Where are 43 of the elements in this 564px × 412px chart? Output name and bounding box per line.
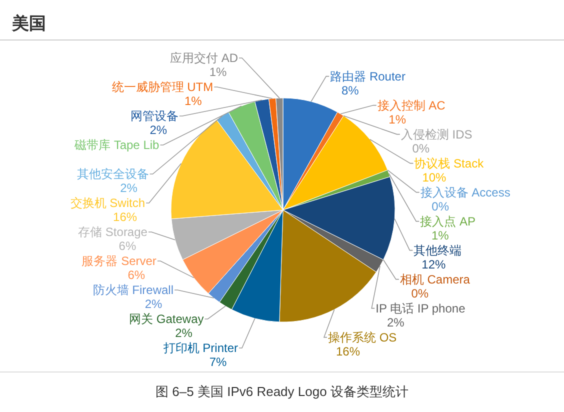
text: 0% <box>411 286 429 300</box>
data-label: 16% <box>113 210 138 224</box>
category-label: 入侵检测 IDS <box>400 127 472 142</box>
slice-label: 打印机 Printer <box>162 341 238 355</box>
data-label: 1% <box>184 94 202 108</box>
slice-label: 网管设备 <box>130 109 178 123</box>
slice-label: 应用交付 AD <box>170 51 238 65</box>
data-label: 2% <box>120 181 138 195</box>
slice-label: 接入控制 AC <box>377 98 446 112</box>
slice-label: 防火墙 Firewall <box>92 283 174 297</box>
slice-label: 交换机 Switch <box>70 196 146 210</box>
caption: 图 6–5 美国 IPv6 Ready Logo 设备类型统计 <box>156 384 408 399</box>
data-label: 7% <box>209 355 227 369</box>
slice-label: 其他安全设备 <box>76 167 149 181</box>
text: 0% <box>412 141 430 156</box>
chart-title: 美国 <box>11 14 46 33</box>
data-label: 6% <box>128 268 146 282</box>
slice-label: 路由器 Router <box>330 69 406 84</box>
text: 0% <box>432 199 449 214</box>
data-label: 16% <box>336 344 360 358</box>
category-label: 接入设备 Access <box>420 185 510 200</box>
data-label: 2% <box>144 297 163 311</box>
data-label: 2% <box>386 315 405 330</box>
data-label: 8% <box>341 83 360 98</box>
slice-label: 统一威胁管理 UTM <box>112 80 214 94</box>
slice-label: 接入点 AP <box>420 214 476 228</box>
slice-label: 磁带库 Tape Lib <box>74 138 160 152</box>
slice-label: 服务器 Server <box>82 254 156 268</box>
data-label: 2% <box>175 326 193 340</box>
data-label: 6% <box>118 239 136 253</box>
slice-label: 存储 Storage <box>78 225 148 239</box>
data-label: 10% <box>422 170 447 184</box>
slice-label: 协议栈 Stack <box>414 156 485 170</box>
slice-label: 其他终端 <box>414 243 462 258</box>
data-label: 12% <box>422 257 446 272</box>
slice-label: IP 电话 IP phone <box>376 301 466 316</box>
data-label: 1% <box>431 228 450 242</box>
data-label: 1% <box>388 112 406 126</box>
data-label: 1% <box>209 65 227 79</box>
category-label: 相机 Camera <box>400 272 470 286</box>
slice-label: 操作系统 OS <box>328 330 397 344</box>
slice-label: 网关 Gateway <box>129 312 204 326</box>
data-label: 2% <box>150 123 168 137</box>
